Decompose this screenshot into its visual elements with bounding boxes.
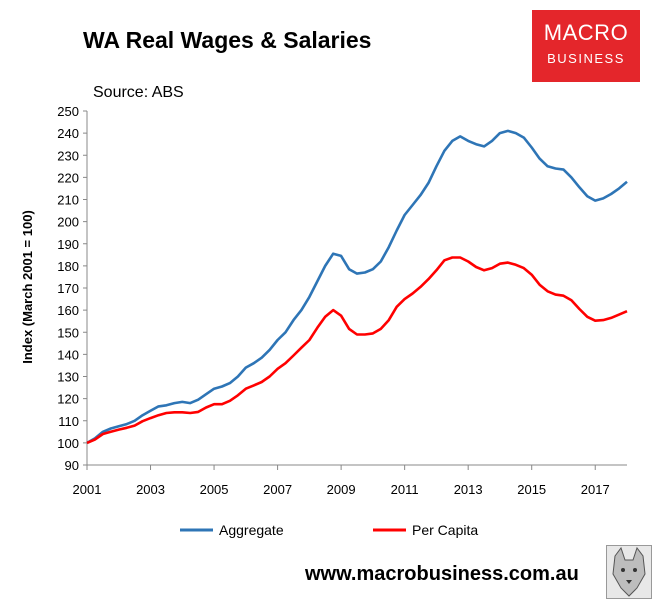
y-tick-label: 170 bbox=[57, 281, 79, 296]
y-tick-label: 230 bbox=[57, 148, 79, 163]
y-tick-label: 130 bbox=[57, 370, 79, 385]
x-tick-label: 2007 bbox=[263, 482, 292, 497]
footer-url: www.macrobusiness.com.au bbox=[305, 563, 579, 585]
y-tick-label: 200 bbox=[57, 215, 79, 230]
x-tick-label: 2011 bbox=[391, 482, 419, 497]
legend: Aggregate Per Capita bbox=[180, 522, 478, 538]
series-lines bbox=[86, 129, 628, 445]
y-tick-label: 180 bbox=[57, 259, 79, 274]
y-tick-label: 90 bbox=[65, 458, 79, 473]
chart-title: WA Real Wages & Salaries bbox=[83, 27, 372, 53]
series-line-aggregate bbox=[86, 129, 628, 445]
logo-line-2: BUSINESS bbox=[547, 51, 625, 66]
y-tick-label: 160 bbox=[57, 303, 79, 318]
y-tick-label: 120 bbox=[57, 392, 79, 407]
y-tick-label: 220 bbox=[57, 170, 79, 185]
x-tick-label: 2017 bbox=[581, 482, 610, 497]
y-tick-label: 210 bbox=[57, 193, 79, 208]
x-tick-label: 2009 bbox=[327, 482, 356, 497]
y-axis-label: Index (March 2001 = 100) bbox=[20, 210, 35, 364]
series-line-per-capita bbox=[86, 256, 628, 445]
x-tick-label: 2005 bbox=[200, 482, 229, 497]
y-tick-label: 100 bbox=[57, 436, 79, 451]
y-tick-label: 150 bbox=[57, 325, 79, 340]
macrobusiness-logo: MACRO BUSINESS bbox=[532, 10, 640, 82]
y-tick-label: 110 bbox=[58, 414, 79, 429]
y-tick-label: 240 bbox=[57, 126, 79, 141]
legend-label: Per Capita bbox=[412, 522, 478, 538]
x-axis-ticks: 2001 2003 2005 2007 2009 2011 2013 2015 2017 bbox=[73, 465, 610, 497]
y-tick-label: 140 bbox=[57, 347, 79, 362]
x-tick-label: 2001 bbox=[73, 482, 102, 497]
logo-line-1: MACRO bbox=[543, 20, 629, 45]
legend-label: Aggregate bbox=[219, 522, 284, 538]
y-tick-label: 190 bbox=[57, 237, 79, 252]
y-tick-label: 250 bbox=[57, 104, 79, 119]
x-tick-label: 2015 bbox=[517, 482, 546, 497]
x-tick-label: 2013 bbox=[454, 482, 483, 497]
source-note: Source: ABS bbox=[93, 84, 184, 101]
x-tick-label: 2003 bbox=[136, 482, 165, 497]
wolf-logo-icon bbox=[606, 545, 652, 599]
y-axis-ticks: 90 100 110 120 130 140 150 160 170 180 190 200 210 22… bbox=[57, 104, 87, 473]
